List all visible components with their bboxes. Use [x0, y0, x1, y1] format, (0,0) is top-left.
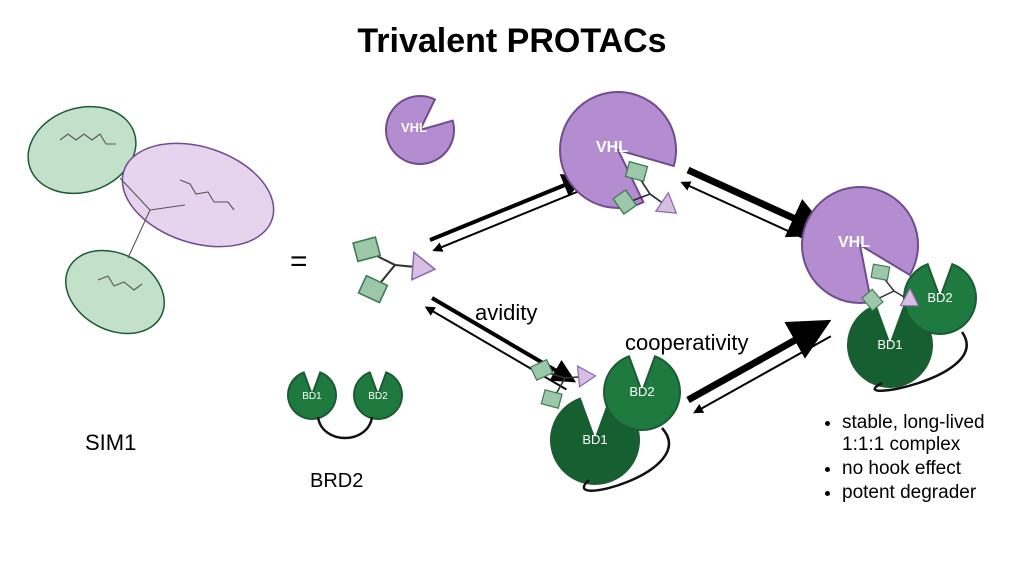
svg-text:VHL: VHL	[596, 139, 628, 156]
sim1-label: SIM1	[85, 430, 136, 456]
svg-text:BD2: BD2	[629, 384, 654, 399]
svg-text:BD1: BD1	[302, 391, 322, 402]
svg-text:BD2: BD2	[927, 290, 952, 305]
diagram-stage: Trivalent PROTACs VHLBD1BD2VHLBD1BD2VHLB…	[0, 0, 1024, 571]
avidity-label: avidity	[475, 300, 537, 326]
features-list-item: potent degrader	[842, 482, 1024, 504]
svg-text:VHL: VHL	[401, 120, 427, 135]
equals-sign: =	[290, 245, 308, 279]
features-list: stable, long-lived 1:1:1 complexno hook …	[820, 410, 1024, 506]
svg-text:BD1: BD1	[877, 337, 902, 352]
brd2-label: BRD2	[310, 470, 363, 493]
cooperativity-label: cooperativity	[625, 330, 749, 356]
svg-text:BD2: BD2	[368, 391, 388, 402]
svg-text:VHL: VHL	[838, 234, 870, 251]
features-list-item: stable, long-lived 1:1:1 complex	[842, 412, 1024, 456]
svg-text:BD1: BD1	[582, 432, 607, 447]
features-list-item: no hook effect	[842, 458, 1024, 480]
